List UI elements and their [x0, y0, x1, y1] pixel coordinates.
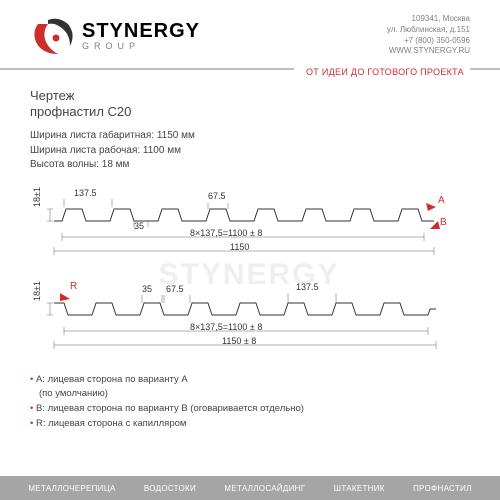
notes: • А: лицевая сторона по варианту А (по у…	[30, 373, 470, 432]
note-r: • R: лицевая сторона с капилляром	[30, 417, 470, 432]
label-r: R	[70, 281, 77, 292]
contact-phone: +7 (800) 350-0596	[387, 36, 470, 47]
note-b: • В: лицевая сторона по варианту В (огов…	[30, 402, 470, 417]
dim-period-b: 137.5	[296, 282, 319, 292]
logo-icon	[30, 14, 76, 60]
footer-item: МЕТАЛЛОЧЕРЕПИЦА	[28, 484, 115, 493]
dim-height-a: 18±1	[32, 187, 42, 207]
contact-site: WWW.STYNERGY.RU	[387, 46, 470, 57]
contact-address1: 109341, Москва	[387, 14, 470, 25]
logo-text: STYNERGY GROUP	[82, 20, 200, 51]
dim-bottom-a: 35	[134, 221, 144, 231]
brand-name: STYNERGY	[82, 20, 200, 43]
header: STYNERGY GROUP 109341, Москва ул. Люблин…	[0, 0, 500, 70]
drawing-title-1: Чертеж	[30, 88, 470, 103]
spec-overall-width: Ширина листа габаритная: 1150 мм	[30, 129, 470, 144]
footer-item: ШТАКЕТНИК	[334, 484, 385, 493]
diagram-area: STYNERGY 18±1 137.5 67.5 35 8×137,5=1100…	[30, 185, 468, 365]
footer: МЕТАЛЛОЧЕРЕПИЦА ВОДОСТОКИ МЕТАЛЛОСАЙДИНГ…	[0, 476, 500, 500]
label-a: A	[438, 195, 445, 206]
contacts: 109341, Москва ул. Люблинская, д.151 +7 …	[387, 14, 470, 60]
tagline: ОТ ИДЕИ ДО ГОТОВОГО ПРОЕКТА	[294, 67, 470, 77]
dim-bottom-b: 35	[142, 284, 152, 294]
specs: Ширина листа габаритная: 1150 мм Ширина …	[30, 129, 470, 173]
drawing-title-2: профнастил C20	[30, 104, 470, 119]
dim-height-b: 18±1	[32, 281, 42, 301]
dim-overall-a: 1150	[230, 242, 249, 252]
dim-formula-a: 8×137,5=1100 ± 8	[190, 228, 262, 238]
footer-item: ВОДОСТОКИ	[144, 484, 196, 493]
dim-top-b: 67.5	[166, 284, 184, 294]
spec-wave-height: Высота волны: 18 мм	[30, 158, 470, 173]
content: Чертеж профнастил C20 Ширина листа габар…	[0, 70, 500, 439]
note-a: • А: лицевая сторона по варианту А	[30, 373, 470, 388]
note-a-extra: (по умолчанию)	[39, 387, 470, 402]
dim-period-a: 137.5	[74, 188, 97, 198]
profile-diagram-b	[30, 279, 468, 359]
dim-top-a: 67.5	[208, 191, 226, 201]
dim-formula-b: 8×137,5=1100 ± 8	[190, 322, 262, 332]
logo-block: STYNERGY GROUP	[30, 14, 200, 60]
footer-item: МЕТАЛЛОСАЙДИНГ	[224, 484, 305, 493]
dim-overall-b: 1150 ± 8	[222, 336, 256, 346]
footer-item: ПРОФНАСТИЛ	[413, 484, 472, 493]
label-b: B	[440, 217, 447, 228]
contact-address2: ул. Люблинская, д.151	[387, 25, 470, 36]
spec-working-width: Ширина листа рабочая: 1100 мм	[30, 144, 470, 159]
